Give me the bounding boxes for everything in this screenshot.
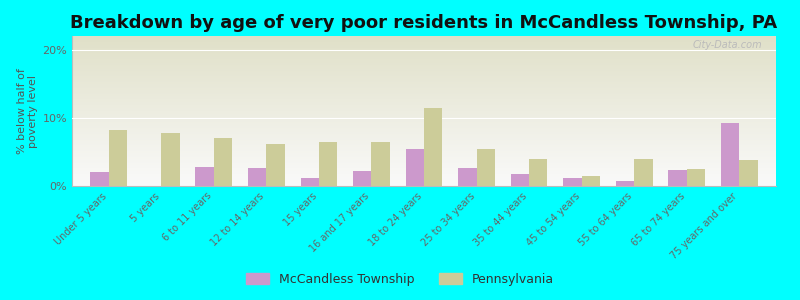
Legend: McCandless Township, Pennsylvania: McCandless Township, Pennsylvania (241, 268, 559, 291)
Bar (301, 178, 319, 186)
Bar (109, 130, 127, 186)
Bar (510, 174, 529, 186)
Y-axis label: % below half of
poverty level: % below half of poverty level (17, 68, 38, 154)
Bar (668, 170, 686, 186)
Bar (406, 148, 424, 186)
Bar (195, 167, 214, 186)
Bar (477, 148, 495, 186)
Bar (458, 168, 477, 186)
Bar (162, 133, 180, 186)
Bar (563, 178, 582, 186)
Bar (266, 144, 285, 186)
Bar (90, 172, 109, 186)
Bar (721, 123, 739, 186)
Bar (424, 108, 442, 186)
Bar (529, 159, 547, 186)
Text: City-Data.com: City-Data.com (692, 40, 762, 50)
Bar (353, 171, 371, 186)
Bar (214, 138, 232, 186)
Bar (686, 169, 705, 186)
Bar (371, 142, 390, 186)
Bar (248, 168, 266, 186)
Bar (319, 142, 338, 186)
Bar (616, 181, 634, 186)
Title: Breakdown by age of very poor residents in McCandless Township, PA: Breakdown by age of very poor residents … (70, 14, 778, 32)
Bar (582, 176, 600, 186)
Bar (634, 159, 653, 186)
Bar (739, 160, 758, 186)
